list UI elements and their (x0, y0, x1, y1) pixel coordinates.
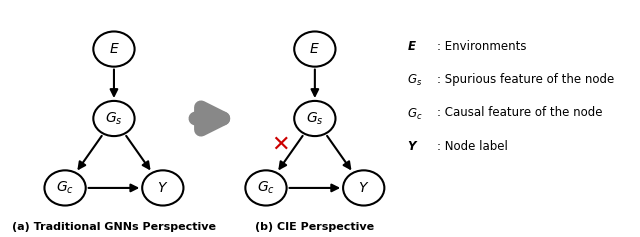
Text: (a) Traditional GNNs Perspective: (a) Traditional GNNs Perspective (12, 222, 216, 232)
Text: (b) CIE Perspective: (b) CIE Perspective (255, 222, 374, 232)
Circle shape (142, 170, 184, 205)
Text: $E$: $E$ (310, 42, 320, 56)
Text: $E$: $E$ (109, 42, 119, 56)
Text: $\boldsymbol{G_s}$: $\boldsymbol{G_s}$ (407, 73, 422, 88)
Circle shape (294, 101, 335, 136)
Text: $Y$: $Y$ (358, 181, 369, 195)
Circle shape (93, 101, 134, 136)
Text: : Environments: : Environments (437, 40, 527, 53)
Text: ✕: ✕ (271, 135, 290, 155)
Circle shape (294, 32, 335, 67)
Text: : Node label: : Node label (437, 140, 508, 153)
Circle shape (245, 170, 287, 205)
Text: $Y$: $Y$ (157, 181, 168, 195)
Text: : Spurious feature of the node: : Spurious feature of the node (437, 73, 614, 86)
Circle shape (93, 32, 134, 67)
Text: $G_c$: $G_c$ (56, 180, 74, 196)
Text: $\boldsymbol{G_c}$: $\boldsymbol{G_c}$ (407, 106, 422, 122)
Text: $G_s$: $G_s$ (105, 110, 123, 127)
Text: $\boldsymbol{E}$: $\boldsymbol{E}$ (407, 40, 417, 53)
Text: : Causal feature of the node: : Causal feature of the node (437, 106, 602, 119)
Circle shape (343, 170, 385, 205)
Circle shape (44, 170, 86, 205)
Text: $G_c$: $G_c$ (257, 180, 275, 196)
Text: $G_s$: $G_s$ (306, 110, 324, 127)
Text: $\boldsymbol{Y}$: $\boldsymbol{Y}$ (407, 140, 419, 153)
